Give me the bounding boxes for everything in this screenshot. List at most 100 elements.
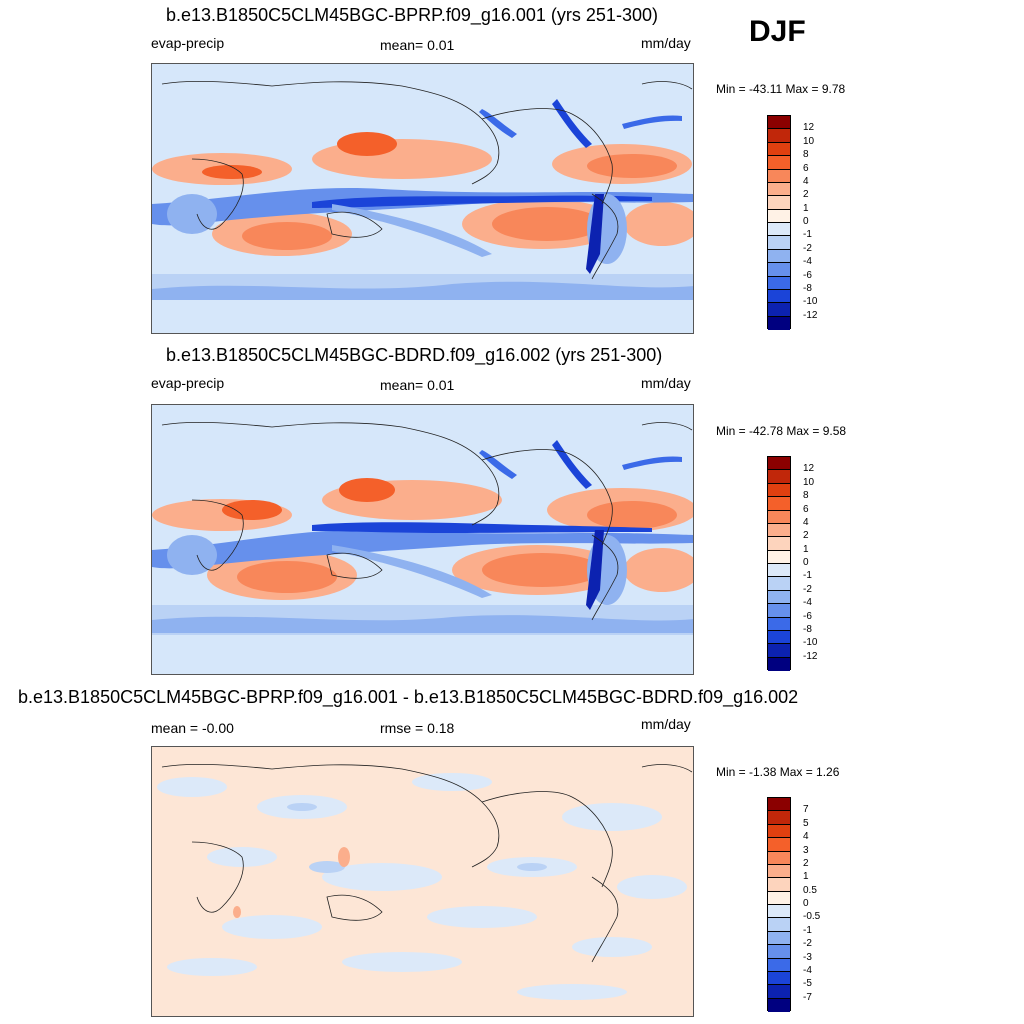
colorbar-tick-label: -12	[803, 309, 818, 321]
panel2-minmax: Min = -42.78 Max = 9.58	[716, 424, 847, 438]
panel2-title: b.e13.B1850C5CLM45BGC-BDRD.f09_g16.002 (…	[166, 345, 663, 365]
colorbar-tick-label: 3	[803, 844, 809, 856]
panel2-map	[151, 404, 694, 675]
colorbar-tick-label: 6	[803, 162, 809, 174]
colorbar-swatch	[768, 918, 790, 932]
colorbar-swatch	[768, 457, 790, 471]
panel3-mean-label: mean = -0.00	[151, 720, 234, 736]
colorbar-tick-label: 7	[803, 804, 809, 816]
colorbar-swatch	[768, 497, 790, 511]
colorbar-swatch	[768, 617, 790, 631]
colorbar-swatch	[768, 470, 790, 484]
panel2-colorbar	[767, 456, 791, 671]
colorbar-tick-label: 0	[803, 898, 809, 909]
colorbar-tick-label: 4	[803, 516, 809, 528]
panel3-title: b.e13.B1850C5CLM45BGC-BPRP.f09_g16.001 -…	[18, 687, 799, 707]
colorbar-swatch	[768, 811, 790, 825]
colorbar-tick-label: 12	[803, 122, 815, 134]
panel3-units-label: mm/day	[641, 716, 691, 732]
colorbar-tick-label: 2	[803, 530, 809, 542]
colorbar-tick-label: -6	[803, 610, 812, 622]
colorbar-swatch	[768, 550, 790, 564]
colorbar-swatch	[768, 630, 790, 645]
colorbar-swatch	[768, 590, 790, 605]
colorbar-tick-label: -2	[803, 583, 812, 595]
colorbar-tick-label: 2	[803, 189, 809, 201]
colorbar-swatch	[768, 142, 790, 157]
panel2-variable-label: evap-precip	[151, 375, 225, 391]
colorbar-swatch	[768, 998, 790, 1012]
colorbar-swatch	[768, 958, 790, 972]
colorbar-tick-label: -12	[803, 650, 818, 662]
colorbar-tick-label: -7	[803, 991, 812, 1003]
colorbar-swatch	[768, 604, 790, 618]
colorbar-tick-label: 1	[803, 202, 809, 214]
colorbar-tick-label: 8	[803, 149, 809, 161]
panel2-mean-label: mean= 0.01	[380, 377, 455, 393]
colorbar-tick-label: -1	[803, 924, 812, 936]
colorbar-swatch	[768, 878, 790, 892]
colorbar-tick-label: -6	[803, 269, 812, 281]
colorbar-tick-label: -4	[803, 964, 812, 976]
colorbar-tick-label: 12	[803, 463, 815, 475]
panel1-colorbar	[767, 115, 791, 330]
colorbar-tick-label: 4	[803, 175, 809, 187]
colorbar-tick-label: -8	[803, 282, 812, 294]
colorbar-swatch	[768, 971, 790, 986]
colorbar-swatch	[768, 116, 790, 130]
colorbar-tick-label: -1	[803, 229, 812, 241]
colorbar-tick-label: -2	[803, 242, 812, 254]
colorbar-swatch	[768, 523, 790, 538]
colorbar-swatch	[768, 985, 790, 999]
colorbar-tick-label: 1	[803, 543, 809, 555]
colorbar-tick-label: 1	[803, 871, 809, 883]
colorbar-tick-label: 4	[803, 831, 809, 843]
colorbar-tick-label: -10	[803, 296, 818, 308]
colorbar-swatch	[768, 510, 790, 524]
colorbar-swatch	[768, 838, 790, 852]
colorbar-swatch	[768, 864, 790, 879]
colorbar-tick-label: -8	[803, 623, 812, 635]
colorbar-tick-label: -4	[803, 597, 812, 609]
colorbar-swatch	[768, 223, 790, 237]
colorbar-swatch	[768, 577, 790, 591]
colorbar-tick-label: -2	[803, 938, 812, 950]
colorbar-swatch	[768, 236, 790, 250]
colorbar-tick-label: 10	[803, 476, 815, 488]
colorbar-swatch	[768, 537, 790, 551]
panel1-minmax: Min = -43.11 Max = 9.78	[716, 82, 846, 96]
colorbar-swatch	[768, 169, 790, 183]
colorbar-swatch	[768, 303, 790, 317]
colorbar-swatch	[768, 129, 790, 143]
colorbar-swatch	[768, 483, 790, 498]
colorbar-tick-label: -10	[803, 637, 818, 649]
colorbar-tick-label: -5	[803, 978, 812, 990]
panel1-mean-label: mean= 0.01	[380, 37, 455, 53]
colorbar-tick-label: 2	[803, 857, 809, 869]
panel1-title: b.e13.B1850C5CLM45BGC-BPRP.f09_g16.001 (…	[166, 5, 658, 25]
colorbar-tick-label: 0	[803, 557, 809, 568]
colorbar-swatch	[768, 798, 790, 812]
colorbar-swatch	[768, 289, 790, 304]
colorbar-swatch	[768, 945, 790, 959]
panel1-map	[151, 63, 694, 334]
colorbar-swatch	[768, 263, 790, 277]
panel1-variable-label: evap-precip	[151, 35, 225, 51]
season-label: DJF	[749, 15, 806, 48]
colorbar-swatch	[768, 196, 790, 210]
colorbar-swatch	[768, 276, 790, 290]
colorbar-tick-label: 10	[803, 135, 815, 147]
colorbar-swatch	[768, 905, 790, 919]
colorbar-swatch	[768, 156, 790, 170]
colorbar-swatch	[768, 182, 790, 197]
colorbar-swatch	[768, 564, 790, 578]
panel1-units-label: mm/day	[641, 35, 691, 51]
colorbar-swatch	[768, 316, 790, 330]
colorbar-tick-label: -3	[803, 951, 812, 963]
colorbar-tick-label: -1	[803, 570, 812, 582]
colorbar-tick-label: -4	[803, 256, 812, 268]
colorbar-swatch	[768, 644, 790, 658]
colorbar-swatch	[768, 824, 790, 839]
colorbar-swatch	[768, 657, 790, 671]
colorbar-swatch	[768, 851, 790, 865]
